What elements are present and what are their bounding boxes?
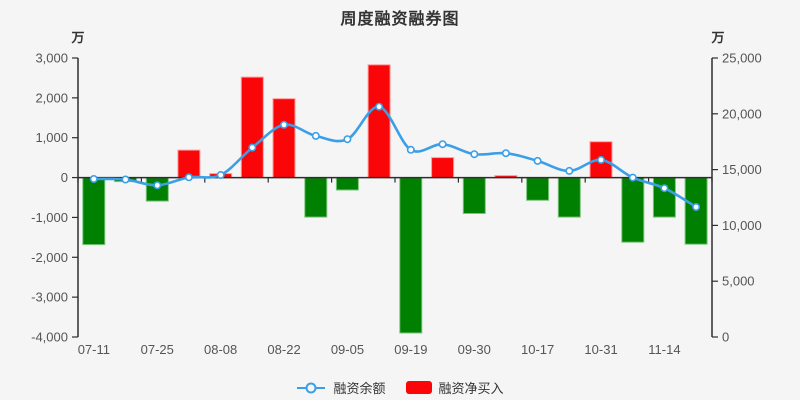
data-point-marker[interactable] bbox=[596, 155, 605, 164]
x-axis-label: 07-25 bbox=[141, 342, 174, 357]
bar-net-buy[interactable] bbox=[557, 177, 581, 218]
right-axis-tick-label: 25,000 bbox=[722, 51, 762, 66]
bar-net-buy[interactable] bbox=[304, 177, 328, 218]
bar-net-buy[interactable] bbox=[145, 177, 169, 202]
left-axis-tick-label: 2,000 bbox=[35, 90, 68, 105]
right-axis-unit-label: 万 bbox=[711, 30, 725, 45]
right-axis-tick-label: 10,000 bbox=[722, 218, 762, 233]
x-axis-label: 10-31 bbox=[584, 342, 617, 357]
left-axis-tick-label: 0 bbox=[61, 170, 68, 185]
bar-net-buy[interactable] bbox=[431, 157, 455, 179]
data-point-marker[interactable] bbox=[216, 171, 225, 180]
bar-series-marker-icon bbox=[405, 381, 432, 394]
data-point-marker[interactable] bbox=[311, 131, 320, 140]
x-axis-label: 11-14 bbox=[648, 342, 680, 357]
data-point-marker[interactable] bbox=[470, 150, 479, 159]
right-axis-tick-label: 15,000 bbox=[722, 162, 762, 177]
x-axis-label: 07-11 bbox=[78, 342, 110, 357]
x-axis-label: 09-05 bbox=[331, 342, 364, 357]
left-axis-tick-label: 1,000 bbox=[35, 130, 68, 145]
bar-net-buy[interactable] bbox=[82, 177, 106, 246]
data-point-marker[interactable] bbox=[628, 173, 637, 182]
bar-net-buy[interactable] bbox=[272, 98, 296, 179]
legend-label-netbuy: 融资净买入 bbox=[438, 381, 504, 396]
data-point-marker[interactable] bbox=[343, 135, 352, 144]
legend-item-balance[interactable]: 融资余额 bbox=[296, 378, 386, 397]
bar-net-buy[interactable] bbox=[367, 64, 391, 179]
x-axis-label: 10-17 bbox=[521, 342, 554, 357]
bar-net-buy[interactable] bbox=[526, 177, 550, 201]
x-axis-label: 09-19 bbox=[394, 342, 427, 357]
bar-net-buy[interactable] bbox=[335, 177, 359, 191]
left-axis-tick-label: -2,000 bbox=[31, 250, 68, 265]
data-point-marker[interactable] bbox=[375, 102, 384, 111]
left-axis-tick-label: 3,000 bbox=[35, 51, 68, 66]
data-point-marker[interactable] bbox=[438, 140, 447, 149]
right-axis-tick-label: 0 bbox=[722, 330, 729, 345]
chart-legend: 融资余额 融资净买入 bbox=[0, 378, 800, 397]
data-point-marker[interactable] bbox=[660, 184, 669, 193]
data-point-marker[interactable] bbox=[184, 173, 193, 182]
data-point-marker[interactable] bbox=[279, 120, 288, 129]
data-point-marker[interactable] bbox=[153, 181, 162, 190]
right-axis-tick-label: 20,000 bbox=[722, 106, 762, 121]
data-point-marker[interactable] bbox=[406, 145, 415, 154]
data-point-marker[interactable] bbox=[501, 149, 510, 158]
x-axis-label: 08-22 bbox=[267, 342, 300, 357]
left-axis-tick-label: -3,000 bbox=[31, 290, 68, 305]
left-axis-tick-label: -1,000 bbox=[31, 210, 68, 225]
x-axis-label: 08-08 bbox=[204, 342, 237, 357]
bar-net-buy[interactable] bbox=[240, 76, 264, 178]
data-point-marker[interactable] bbox=[692, 203, 701, 212]
left-axis-unit-label: 万 bbox=[71, 30, 85, 45]
legend-label-balance: 融资余额 bbox=[333, 381, 386, 396]
chart-title: 周度融资融券图 bbox=[340, 11, 460, 28]
right-axis-tick-label: 5,000 bbox=[722, 274, 755, 289]
line-series-marker-icon bbox=[297, 382, 326, 393]
bar-net-buy[interactable] bbox=[652, 177, 676, 218]
bar-net-buy[interactable] bbox=[399, 177, 423, 334]
bar-net-buy[interactable] bbox=[621, 177, 645, 243]
data-point-marker[interactable] bbox=[121, 175, 130, 184]
bar-net-buy[interactable] bbox=[462, 177, 486, 215]
data-point-marker[interactable] bbox=[533, 156, 542, 165]
data-point-marker[interactable] bbox=[565, 166, 574, 175]
x-axis-label: 09-30 bbox=[458, 342, 491, 357]
data-point-marker[interactable] bbox=[89, 175, 98, 184]
legend-item-netbuy[interactable]: 融资净买入 bbox=[405, 378, 504, 397]
left-axis-tick-label: -4,000 bbox=[31, 330, 68, 345]
data-point-marker[interactable] bbox=[248, 143, 257, 152]
